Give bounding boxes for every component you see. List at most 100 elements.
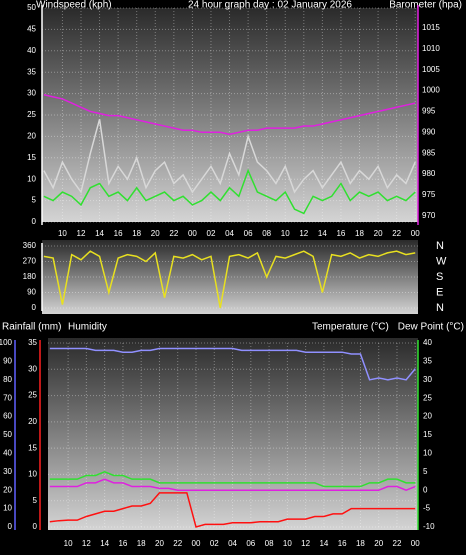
y2-tick-label: 10 <box>423 449 432 458</box>
y2-tick-label: 990 <box>422 127 436 136</box>
series-line <box>43 119 416 194</box>
y2-tick-label: 25 <box>423 393 432 402</box>
y3-tick-label: 100 <box>0 338 13 347</box>
y-tick-label: 90 <box>27 288 36 297</box>
y-tick-label: 5 <box>32 196 37 205</box>
y2-tick-label: 985 <box>422 148 436 157</box>
x-tick-label: 00 <box>411 229 420 238</box>
y2-tick-label: 1010 <box>422 44 440 53</box>
y2-tick-label: 20 <box>423 412 432 421</box>
y2-tick-label: 1000 <box>422 86 440 95</box>
x-tick-label: 18 <box>132 229 141 238</box>
y3-tick-label: 10 <box>3 504 12 513</box>
y-tick-label: 20 <box>27 132 36 141</box>
x-tick-label: 02 <box>207 229 216 238</box>
y-tick-label: 40 <box>27 46 36 55</box>
series-line <box>49 492 416 528</box>
y3-tick-label: 70 <box>3 393 12 402</box>
y2-tick-label: 1005 <box>422 65 440 74</box>
y2-tick-label: S <box>436 271 443 283</box>
y2-tick-label: 970 <box>422 211 436 220</box>
x-tick-label: 22 <box>392 229 401 238</box>
y-label: Windspeed (kph) <box>36 0 112 11</box>
y2-tick-label: 15 <box>423 430 432 439</box>
y2-tick-label: 40 <box>423 338 432 347</box>
y3-tick-label: 20 <box>3 485 12 494</box>
y2-tick-label: 975 <box>422 190 436 199</box>
y3-tick-label: 90 <box>3 357 12 366</box>
x-tick-label: 02 <box>210 539 219 548</box>
y-tick-label: 20 <box>28 417 37 426</box>
y-tick-label: 35 <box>28 338 37 347</box>
x-tick-label: 00 <box>411 539 420 548</box>
x-tick-label: 14 <box>95 229 104 238</box>
y3-tick-label: 60 <box>3 412 12 421</box>
x-tick-label: 22 <box>173 539 182 548</box>
series-line <box>49 347 416 381</box>
y-tick-label: 180 <box>23 272 37 281</box>
x-tick-label: 08 <box>265 539 274 548</box>
x-tick-label: 10 <box>58 229 67 238</box>
x-tick-label: 20 <box>374 539 383 548</box>
x-tick-label: 14 <box>100 539 109 548</box>
x-tick-label: 12 <box>299 229 308 238</box>
plot-area <box>48 338 418 530</box>
series-line <box>43 168 416 215</box>
x-tick-label: 16 <box>338 539 347 548</box>
y2-label: Barometer (hpa) <box>389 0 462 11</box>
y-label: Rainfall (mm) <box>2 322 61 333</box>
y3-tick-label: 30 <box>3 467 12 476</box>
x-tick-label: 10 <box>281 229 290 238</box>
y2-tick-label: 980 <box>422 169 436 178</box>
y2-tick-label: 30 <box>423 375 432 384</box>
y-tick-label: 15 <box>28 443 37 452</box>
y-tick-label: 0 <box>32 217 37 226</box>
x-tick-label: 16 <box>114 229 123 238</box>
x-tick-label: 18 <box>355 229 364 238</box>
x-tick-label: 12 <box>82 539 91 548</box>
x-tick-label: 16 <box>336 229 345 238</box>
y2-tick-label: N <box>436 302 444 314</box>
y-tick-label: 0 <box>33 522 38 531</box>
y2-tick-label: 5 <box>423 467 428 476</box>
x-tick-label: 22 <box>169 229 178 238</box>
y-tick-label: 5 <box>33 496 38 505</box>
y-tick-label: 50 <box>27 3 36 12</box>
x-tick-label: 16 <box>118 539 127 548</box>
y-tick-label: 35 <box>27 67 36 76</box>
x-tick-label: 18 <box>137 539 146 548</box>
series-line <box>43 250 416 309</box>
y2-tick-label: W <box>436 255 447 267</box>
x-tick-label: 06 <box>246 539 255 548</box>
x-tick-label: 20 <box>155 539 164 548</box>
y2-tick-label: E <box>436 286 443 298</box>
y2-tick-label: 995 <box>422 107 436 116</box>
y-tick-label: 270 <box>23 257 37 266</box>
y2-tick-label: 0 <box>423 485 428 494</box>
x-tick-label: 22 <box>393 539 402 548</box>
y2-tick-label: -5 <box>423 504 431 513</box>
y2-tick-label: -10 <box>423 522 435 531</box>
series-line <box>49 478 416 492</box>
x-tick-label: 14 <box>319 539 328 548</box>
x-tick-label: 20 <box>151 229 160 238</box>
x-tick-label: 18 <box>356 539 365 548</box>
y-tick-label: 15 <box>27 153 36 162</box>
x-tick-label: 20 <box>374 229 383 238</box>
x-tick-label: 10 <box>64 539 73 548</box>
plot-area <box>42 240 418 314</box>
y3-tick-label: 40 <box>3 449 12 458</box>
y2-tick-label: 1015 <box>422 23 440 32</box>
x-tick-label: 04 <box>228 539 237 548</box>
y-tick-label: 10 <box>27 174 36 183</box>
x-tick-label: 06 <box>244 229 253 238</box>
chart-title: 24 hour graph day : 02 January 2026 <box>188 0 352 11</box>
series-line <box>49 470 416 488</box>
x-tick-label: 04 <box>225 229 234 238</box>
y2-label: Temperature (°C) <box>312 322 389 333</box>
y2-tick-label: 35 <box>423 357 432 366</box>
y3-tick-label: 50 <box>3 430 12 439</box>
y-tick-label: 30 <box>28 364 37 373</box>
y-tick-label: 45 <box>27 25 36 34</box>
